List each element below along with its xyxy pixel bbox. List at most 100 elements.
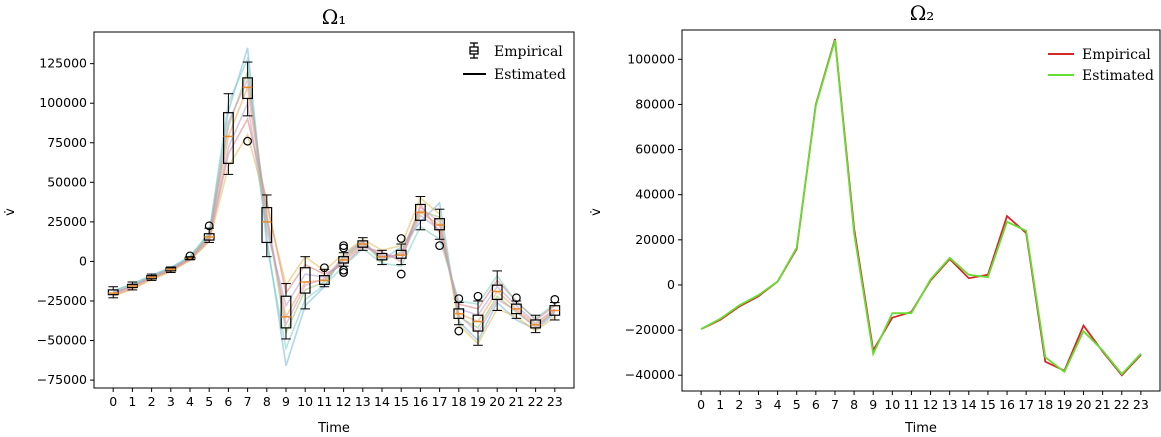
y-tick-label: 75000 bbox=[47, 135, 87, 150]
y-tick-label: 0 bbox=[79, 253, 87, 268]
box-8 bbox=[261, 194, 273, 258]
x-tick-label: 11 bbox=[903, 397, 919, 412]
box-14 bbox=[376, 249, 388, 266]
x-tick-label: 20 bbox=[1076, 397, 1092, 412]
flier-point bbox=[204, 221, 214, 231]
x-tick-label: 3 bbox=[755, 397, 763, 412]
x-tick-label: 21 bbox=[508, 394, 524, 409]
y-tick-label: 20000 bbox=[635, 232, 675, 247]
series-line-empirical bbox=[700, 38, 1142, 377]
x-tick-label: 1 bbox=[128, 394, 136, 409]
box-body bbox=[223, 112, 234, 164]
flier-point bbox=[339, 265, 349, 275]
flier-point bbox=[243, 136, 253, 146]
x-tick-label: 22 bbox=[1114, 397, 1130, 412]
x-tick-label: 23 bbox=[547, 394, 563, 409]
box-body bbox=[107, 289, 119, 296]
x-tick-label: 17 bbox=[432, 394, 448, 409]
y-axis: −75000 −50000 −25000 0 25000 50000 75000 100000… bbox=[37, 56, 94, 387]
flier-point bbox=[454, 326, 464, 336]
x-tick-label: 22 bbox=[528, 394, 544, 409]
y-tick-label: 60000 bbox=[635, 142, 675, 157]
series-line-estimated bbox=[700, 39, 1142, 376]
x-tick-label: 19 bbox=[1056, 397, 1072, 412]
box-9 bbox=[280, 283, 292, 340]
box-16 bbox=[415, 196, 426, 231]
estimated-path bbox=[112, 132, 556, 346]
box-1 bbox=[126, 281, 138, 291]
legend-box-symbol bbox=[469, 42, 479, 59]
x-tick-label: 14 bbox=[961, 397, 977, 412]
x-tick-label: 9 bbox=[282, 394, 290, 409]
box-18 bbox=[453, 294, 465, 336]
y-tick-label: 50000 bbox=[47, 174, 87, 189]
x-axis-label: Time bbox=[317, 421, 350, 436]
box-10 bbox=[299, 256, 311, 310]
y-tick-label: −40000 bbox=[625, 367, 675, 382]
x-tick-label: 13 bbox=[942, 397, 958, 412]
legend: Empirical Estimated bbox=[463, 42, 566, 83]
x-tick-label: 2 bbox=[735, 397, 743, 412]
y-tick-label: 125000 bbox=[39, 56, 87, 71]
y-tick-label: 0 bbox=[667, 277, 675, 292]
box-0 bbox=[107, 286, 119, 299]
x-tick-label: 20 bbox=[489, 394, 505, 409]
empirical-boxes bbox=[107, 61, 561, 346]
box-body bbox=[491, 284, 503, 300]
box-3 bbox=[165, 266, 177, 273]
x-tick-label: 7 bbox=[244, 394, 252, 409]
chart-title: Ω₁ bbox=[322, 5, 347, 29]
x-tick-label: 0 bbox=[697, 397, 705, 412]
x-tick-label: 18 bbox=[451, 394, 467, 409]
y-tick-label: −20000 bbox=[625, 322, 675, 337]
box-22 bbox=[530, 314, 541, 334]
x-tick-label: 12 bbox=[336, 394, 352, 409]
legend-label-empirical: Empirical bbox=[494, 44, 563, 60]
x-tick-label: 7 bbox=[831, 397, 839, 412]
box-body bbox=[261, 207, 273, 244]
estimated-path bbox=[112, 100, 556, 325]
box-5 bbox=[203, 221, 215, 243]
x-tick-label: 15 bbox=[980, 397, 996, 412]
box-body bbox=[530, 319, 541, 329]
flier-point bbox=[550, 294, 560, 304]
x-tick-label: 4 bbox=[186, 394, 194, 409]
series-lines bbox=[700, 38, 1142, 377]
box-17 bbox=[434, 208, 445, 251]
flier-point bbox=[396, 234, 406, 243]
x-tick-label: 4 bbox=[774, 397, 782, 412]
x-tick-label: 5 bbox=[205, 394, 213, 409]
box-body bbox=[299, 267, 311, 294]
x-tick-label: 23 bbox=[1133, 397, 1149, 412]
flier-point bbox=[454, 294, 464, 304]
box-12 bbox=[338, 241, 349, 277]
y-tick-label: −75000 bbox=[37, 372, 87, 387]
x-axis-label: Time bbox=[904, 421, 937, 436]
estimated-path bbox=[112, 47, 556, 367]
x-tick-label: 3 bbox=[167, 394, 175, 409]
x-tick-label: 17 bbox=[1018, 397, 1034, 412]
flier-point bbox=[473, 291, 483, 301]
x-tick-label: 8 bbox=[263, 394, 271, 409]
y-axis: −40000 −20000 0 20000 40000 60000 80000 100000 bbox=[625, 51, 682, 382]
box-15 bbox=[395, 234, 407, 279]
flier-point bbox=[185, 251, 195, 261]
x-tick-label: 18 bbox=[1037, 397, 1053, 412]
box-2 bbox=[146, 273, 158, 281]
box-body bbox=[280, 295, 292, 329]
flier-point bbox=[435, 241, 445, 251]
x-tick-label: 5 bbox=[793, 397, 801, 412]
y-axis-label: v̇ bbox=[589, 208, 604, 216]
chart-title: Ω₂ bbox=[910, 1, 935, 25]
flier-point bbox=[339, 243, 349, 253]
x-tick-label: 10 bbox=[297, 394, 313, 409]
plot-frame bbox=[681, 29, 1161, 392]
y-tick-label: −50000 bbox=[37, 333, 87, 348]
legend-label-estimated: Estimated bbox=[494, 67, 566, 83]
legend-label-estimated: Estimated bbox=[1082, 68, 1154, 84]
y-tick-label: 100000 bbox=[39, 95, 87, 110]
legend-label-empirical: Empirical bbox=[1082, 47, 1151, 63]
box-4 bbox=[184, 251, 196, 261]
box-13 bbox=[357, 237, 369, 251]
